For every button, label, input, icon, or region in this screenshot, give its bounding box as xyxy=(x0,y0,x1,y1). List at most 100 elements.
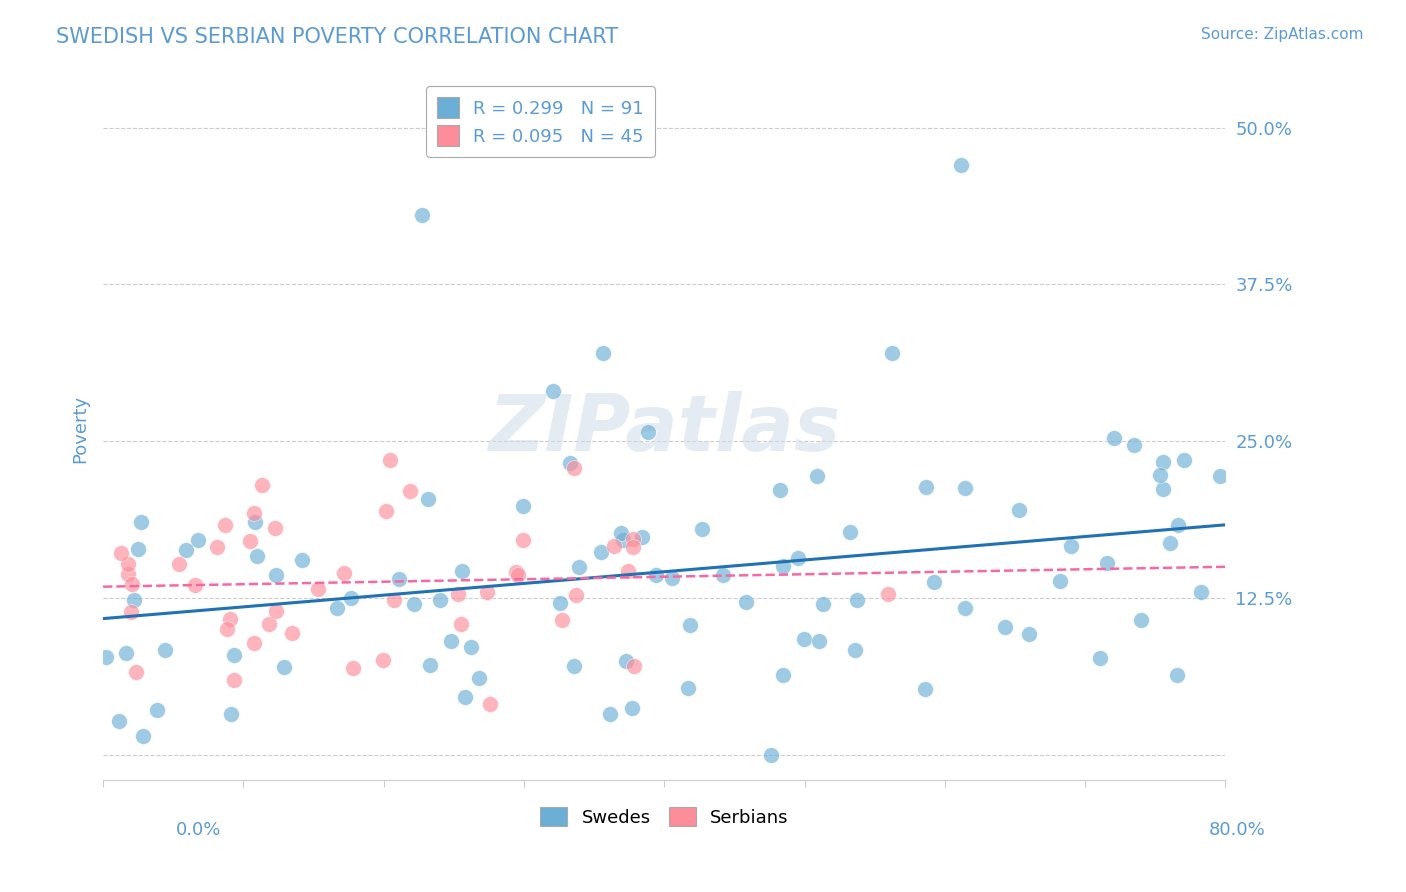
Point xyxy=(115,646,138,660)
Point xyxy=(460,640,482,655)
Point xyxy=(512,499,534,513)
Point xyxy=(759,747,782,762)
Point xyxy=(479,698,502,712)
Point xyxy=(411,208,433,222)
Point xyxy=(124,593,146,607)
Point xyxy=(259,617,281,632)
Point xyxy=(307,582,329,596)
Point xyxy=(454,690,477,704)
Point xyxy=(342,661,364,675)
Point xyxy=(591,545,613,559)
Point xyxy=(239,534,262,549)
Point xyxy=(880,346,903,360)
Point xyxy=(250,478,273,492)
Point xyxy=(214,517,236,532)
Point xyxy=(1173,453,1195,467)
Point xyxy=(1152,482,1174,496)
Point xyxy=(94,650,117,665)
Point xyxy=(1129,613,1152,627)
Point xyxy=(592,346,614,360)
Point xyxy=(340,591,363,606)
Point xyxy=(117,557,139,571)
Point xyxy=(610,525,633,540)
Point xyxy=(1008,503,1031,517)
Point xyxy=(994,620,1017,634)
Point xyxy=(382,592,405,607)
Point xyxy=(1189,585,1212,599)
Point xyxy=(419,657,441,672)
Point xyxy=(1159,536,1181,550)
Point xyxy=(125,665,148,680)
Point xyxy=(264,604,287,618)
Point xyxy=(1149,467,1171,482)
Point xyxy=(807,633,830,648)
Point xyxy=(450,617,472,632)
Point xyxy=(108,714,131,729)
Text: SWEDISH VS SERBIAN POVERTY CORRELATION CHART: SWEDISH VS SERBIAN POVERTY CORRELATION C… xyxy=(56,27,619,46)
Point xyxy=(1123,437,1146,451)
Point xyxy=(505,565,527,579)
Point xyxy=(374,504,396,518)
Point xyxy=(953,601,976,615)
Point xyxy=(621,533,644,547)
Point xyxy=(222,648,245,662)
Point xyxy=(631,530,654,544)
Text: Source: ZipAtlas.com: Source: ZipAtlas.com xyxy=(1201,27,1364,42)
Point xyxy=(1090,651,1112,665)
Text: ZIPatlas: ZIPatlas xyxy=(488,391,841,467)
Text: 0.0%: 0.0% xyxy=(176,821,221,838)
Point xyxy=(1166,668,1188,682)
Point xyxy=(129,515,152,529)
Point xyxy=(246,549,269,564)
Point xyxy=(711,567,734,582)
Point xyxy=(447,587,470,601)
Point xyxy=(955,481,977,495)
Point xyxy=(243,515,266,529)
Point xyxy=(110,546,132,560)
Point xyxy=(326,601,349,615)
Point xyxy=(769,483,792,498)
Point xyxy=(1097,556,1119,570)
Point xyxy=(219,706,242,721)
Point xyxy=(562,659,585,673)
Point xyxy=(950,158,973,172)
Point xyxy=(264,568,287,582)
Legend: Swedes, Serbians: Swedes, Serbians xyxy=(533,800,796,834)
Point xyxy=(217,623,239,637)
Point xyxy=(264,521,287,535)
Point xyxy=(548,596,571,610)
Point xyxy=(541,384,564,398)
Point xyxy=(467,672,489,686)
Point xyxy=(117,567,139,582)
Point xyxy=(845,593,868,607)
Point xyxy=(690,522,713,536)
Point xyxy=(806,468,828,483)
Text: 80.0%: 80.0% xyxy=(1209,821,1265,838)
Point xyxy=(838,524,860,539)
Point xyxy=(772,668,794,682)
Point xyxy=(621,540,644,554)
Point xyxy=(813,598,835,612)
Point xyxy=(187,533,209,548)
Point xyxy=(551,613,574,627)
Point xyxy=(120,605,142,619)
Point xyxy=(291,553,314,567)
Point xyxy=(1152,455,1174,469)
Point xyxy=(127,541,149,556)
Point xyxy=(121,577,143,591)
Point xyxy=(506,568,529,582)
Point xyxy=(429,593,451,607)
Point xyxy=(637,425,659,439)
Point xyxy=(612,533,634,547)
Point xyxy=(565,588,588,602)
Point xyxy=(440,634,463,648)
Point xyxy=(388,572,411,586)
Point xyxy=(205,540,228,554)
Point xyxy=(373,653,395,667)
Point xyxy=(603,539,626,553)
Point xyxy=(679,618,702,632)
Point xyxy=(1209,468,1232,483)
Point xyxy=(174,543,197,558)
Point xyxy=(1049,574,1071,589)
Point xyxy=(399,484,422,499)
